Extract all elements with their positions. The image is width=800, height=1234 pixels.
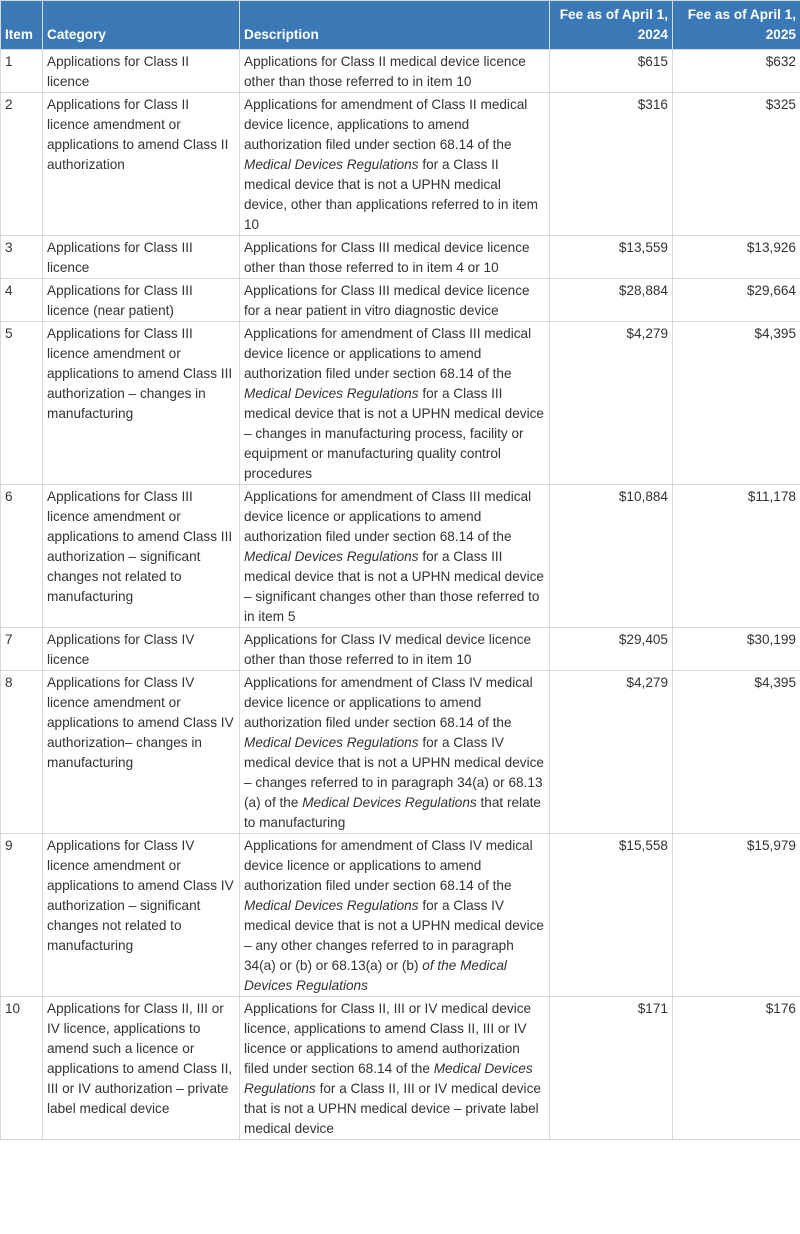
table-header: Item Category Description Fee as of April 1… [0,0,800,50]
category-cell: Applications for Class IV licence amendm… [42,833,240,997]
category-cell: Applications for Class III licence amend… [42,484,240,628]
table-row: 9 Applications for Class IV licence amend… [0,833,800,997]
description-text: Applications for amendment of Class II m… [244,97,528,152]
header-cell: Description [239,0,550,50]
item-cell: 4 [0,278,43,322]
item-cell: 8 [0,670,43,834]
description-text: Applications for amendment of Class III … [244,489,532,544]
description-cell: Applications for amendment of Class III … [239,484,550,628]
description-text: Applications for Class III medical devic… [244,283,530,318]
item-cell: 7 [0,627,43,671]
description-text: Applications for Class II medical device… [244,54,526,89]
fee-2024-cell: $316 [549,92,673,236]
header-row: Item Category Description Fee as of April 1… [0,0,800,50]
description-cell: Applications for Class II medical device… [239,49,550,93]
item-cell: 2 [0,92,43,236]
regulation-name: Medical Devices Regulations [244,898,419,913]
item-cell: 9 [0,833,43,997]
description-text: for a Class II, III or IV medical device… [244,1081,541,1136]
description-cell: Applications for amendment of Class IV m… [239,833,550,997]
category-cell: Applications for Class III licence [42,235,240,279]
table-row: 10 Applications for Class II, III or IV l… [0,996,800,1140]
fee-2024-cell: $13,559 [549,235,673,279]
table-row: 8 Applications for Class IV licence amend… [0,670,800,834]
item-cell: 10 [0,996,43,1140]
fee-2024-cell: $15,558 [549,833,673,997]
fee-2025-cell: $15,979 [672,833,800,997]
fee-2025-cell: $11,178 [672,484,800,628]
regulation-name: Medical Devices Regulations [302,795,477,810]
description-cell: Applications for amendment of Class III … [239,321,550,485]
description-cell: Applications for Class II, III or IV med… [239,996,550,1140]
regulation-name: Medical Devices Regulations [244,157,419,172]
fee-2025-cell: $176 [672,996,800,1140]
fee-2025-cell: $13,926 [672,235,800,279]
description-text: Applications for amendment of Class IV m… [244,675,533,730]
category-cell: Applications for Class III licence amend… [42,321,240,485]
description-text: Applications for Class III medical devic… [244,240,530,275]
category-cell: Applications for Class III licence (near… [42,278,240,322]
regulation-name: Medical Devices Regulations [244,386,419,401]
fee-2024-cell: $29,405 [549,627,673,671]
table-row: 5 Applications for Class III licence amen… [0,321,800,485]
fee-2025-cell: $325 [672,92,800,236]
fee-2024-cell: $4,279 [549,321,673,485]
header-cell: Fee as of April 1, 2025 [672,0,800,50]
table-row: 6 Applications for Class III licence amen… [0,484,800,628]
fee-2025-cell: $632 [672,49,800,93]
regulation-name: of the Medical Devices Regulations [244,958,507,993]
description-text: for a Class III medical device that is n… [244,549,544,624]
table-row: 1 Applications for Class II licence Applic… [0,49,800,93]
header-cell: Fee as of April 1, 2024 [549,0,673,50]
table-row: 3 Applications for Class III licence Appli… [0,235,800,279]
description-text: for a Class II medical device that is no… [244,157,538,232]
description-cell: Applications for Class IV medical device… [239,627,550,671]
fee-2024-cell: $4,279 [549,670,673,834]
fee-2024-cell: $10,884 [549,484,673,628]
table-body: 1 Applications for Class II licence Applic… [0,49,800,1140]
table-row: 4 Applications for Class III licence (nea… [0,278,800,322]
fee-2024-cell: $28,884 [549,278,673,322]
fee-2025-cell: $4,395 [672,670,800,834]
description-cell: Applications for amendment of Class II m… [239,92,550,236]
description-cell: Applications for amendment of Class IV m… [239,670,550,834]
category-cell: Applications for Class IV licence [42,627,240,671]
table-row: 7 Applications for Class IV licence Applic… [0,627,800,671]
fee-2025-cell: $4,395 [672,321,800,485]
category-cell: Applications for Class IV licence amendm… [42,670,240,834]
item-cell: 5 [0,321,43,485]
description-text: Applications for Class II, III or IV med… [244,1001,532,1076]
category-cell: Applications for Class II, III or IV lic… [42,996,240,1140]
item-cell: 3 [0,235,43,279]
fee-2024-cell: $615 [549,49,673,93]
regulation-name: Medical Devices Regulations [244,549,419,564]
item-cell: 6 [0,484,43,628]
item-cell: 1 [0,49,43,93]
fee-2025-cell: $30,199 [672,627,800,671]
category-cell: Applications for Class II licence [42,49,240,93]
header-cell: Category [42,0,240,50]
fee-2024-cell: $171 [549,996,673,1140]
description-cell: Applications for Class III medical devic… [239,235,550,279]
fee-2025-cell: $29,664 [672,278,800,322]
regulation-name: Medical Devices Regulations [244,1061,533,1096]
fee-table: Item Category Description Fee as of April 1… [0,0,800,1140]
description-text: Applications for amendment of Class IV m… [244,838,533,893]
table-row: 2 Applications for Class II licence amend… [0,92,800,236]
description-text: that relate to manufacturing [244,795,541,830]
description-cell: Applications for Class III medical devic… [239,278,550,322]
category-cell: Applications for Class II licence amendm… [42,92,240,236]
description-text: for a Class IV medical device that is no… [244,898,544,973]
description-text: Applications for Class IV medical device… [244,632,532,667]
header-cell: Item [0,0,43,50]
description-text: for a Class III medical device that is n… [244,386,544,481]
description-text: for a Class IV medical device that is no… [244,735,544,810]
regulation-name: Medical Devices Regulations [244,735,419,750]
description-text: Applications for amendment of Class III … [244,326,532,381]
